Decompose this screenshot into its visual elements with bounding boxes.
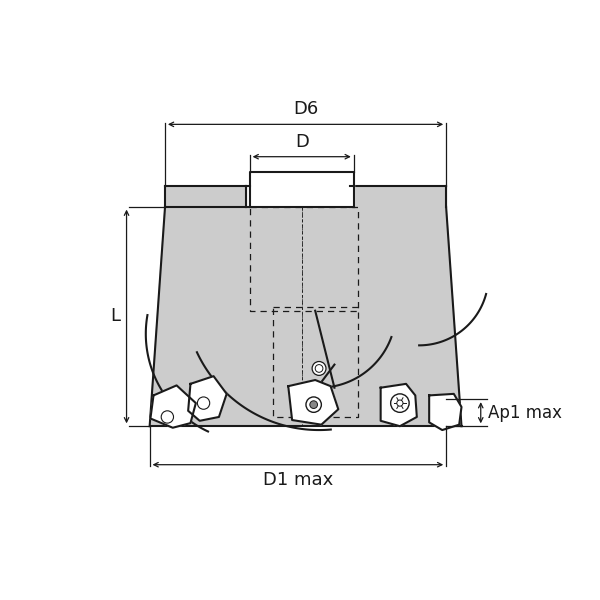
Circle shape — [315, 365, 323, 372]
Text: D6: D6 — [293, 100, 318, 118]
Text: D: D — [295, 133, 308, 151]
Polygon shape — [350, 186, 446, 207]
Polygon shape — [380, 384, 417, 426]
Circle shape — [310, 401, 317, 409]
Text: D1 max: D1 max — [263, 471, 333, 489]
Polygon shape — [149, 207, 461, 426]
Polygon shape — [165, 186, 246, 207]
Polygon shape — [288, 380, 338, 425]
Polygon shape — [429, 394, 461, 430]
Circle shape — [197, 397, 210, 409]
Circle shape — [161, 411, 173, 423]
Polygon shape — [250, 172, 354, 207]
Circle shape — [397, 400, 403, 406]
Polygon shape — [151, 385, 196, 428]
Circle shape — [312, 362, 326, 376]
Text: L: L — [110, 307, 121, 325]
Circle shape — [391, 394, 409, 412]
Polygon shape — [188, 376, 227, 421]
Text: Ap1 max: Ap1 max — [488, 404, 562, 422]
Circle shape — [306, 397, 322, 412]
